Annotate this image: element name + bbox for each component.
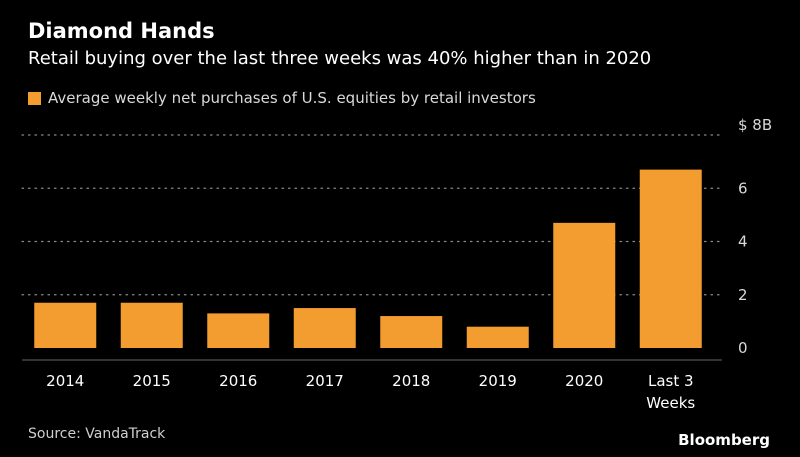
bar	[639, 169, 702, 348]
legend-label: Average weekly net purchases of U.S. equ…	[48, 89, 536, 107]
x-tick-label: 2017	[306, 372, 344, 390]
x-tick-label-line: Weeks	[646, 394, 695, 412]
y-tick-label: 6	[738, 179, 748, 197]
legend-swatch	[28, 91, 41, 105]
y-tick-label: 2	[738, 286, 748, 304]
brand-logo: Bloomberg	[678, 431, 770, 449]
x-tick-label-line: 2020	[565, 372, 603, 390]
x-tick-label-line: 2019	[479, 372, 517, 390]
x-tick-label-line: 2018	[392, 372, 430, 390]
x-tick-label: 2016	[219, 372, 257, 390]
legend: Average weekly net purchases of U.S. equ…	[28, 88, 536, 108]
x-tick-label-line: 2015	[133, 372, 171, 390]
x-tick-label: 2015	[133, 372, 171, 390]
x-tick-label: 2018	[392, 372, 430, 390]
x-tick-label: 2019	[479, 372, 517, 390]
x-tick-label-line: 2016	[219, 372, 257, 390]
bar	[380, 316, 443, 348]
chart-title: Diamond Hands	[28, 19, 215, 43]
bar	[34, 302, 97, 348]
x-tick-label: 2020	[565, 372, 603, 390]
x-tick-label: Last 3 Weeks	[646, 372, 695, 412]
y-tick-label: 0	[738, 339, 748, 357]
x-tick-label-line: Last 3	[648, 372, 694, 390]
bar	[466, 326, 529, 348]
bar	[293, 308, 356, 348]
bar	[207, 313, 270, 348]
y-tick-label: $ 8B	[738, 116, 772, 134]
chart-subtitle: Retail buying over the last three weeks …	[28, 48, 652, 69]
bar	[553, 222, 616, 348]
y-tick-label: 4	[738, 233, 748, 251]
x-tick-label-line: 2017	[306, 372, 344, 390]
source-note: Source: VandaTrack	[28, 426, 166, 442]
bar	[120, 302, 183, 348]
x-tick-label-line: 2014	[46, 372, 84, 390]
x-tick-label: 2014	[46, 372, 84, 390]
